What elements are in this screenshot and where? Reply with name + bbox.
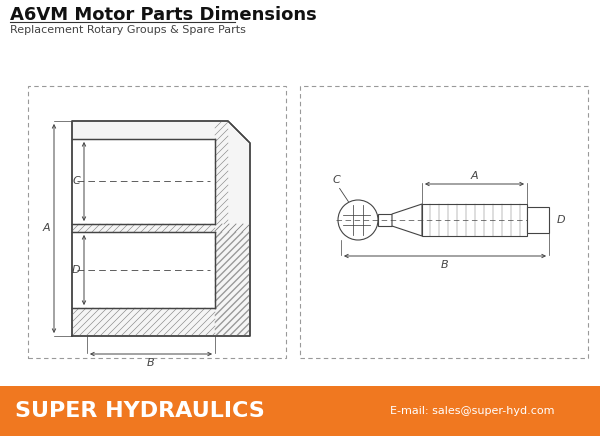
Text: E-mail: sales@super-hyd.com: E-mail: sales@super-hyd.com	[390, 406, 554, 416]
Text: A6VM Motor Parts Dimensions: A6VM Motor Parts Dimensions	[10, 6, 317, 24]
Text: SUPER HYDRAULICS: SUPER HYDRAULICS	[15, 401, 265, 421]
Bar	[300, 86, 588, 358]
Text: B: B	[147, 358, 155, 368]
Circle shape	[338, 200, 378, 240]
Text: A: A	[42, 224, 50, 234]
Text: Replacement Rotary Groups & Spare Parts: Replacement Rotary Groups & Spare Parts	[10, 25, 246, 35]
Bar	[378, 214, 392, 226]
Polygon shape	[72, 121, 250, 336]
Bar	[422, 204, 527, 236]
Text: B: B	[441, 260, 449, 270]
Text: C: C	[332, 175, 340, 185]
Bar	[527, 207, 549, 233]
Polygon shape	[392, 204, 422, 236]
Bar	[72, 139, 215, 224]
Text: A: A	[470, 171, 478, 181]
Text: D: D	[557, 215, 565, 225]
Text: C: C	[72, 177, 80, 187]
Bar	[0, 386, 600, 436]
Text: D: D	[71, 265, 80, 275]
Bar	[28, 86, 286, 358]
Bar	[72, 232, 215, 308]
